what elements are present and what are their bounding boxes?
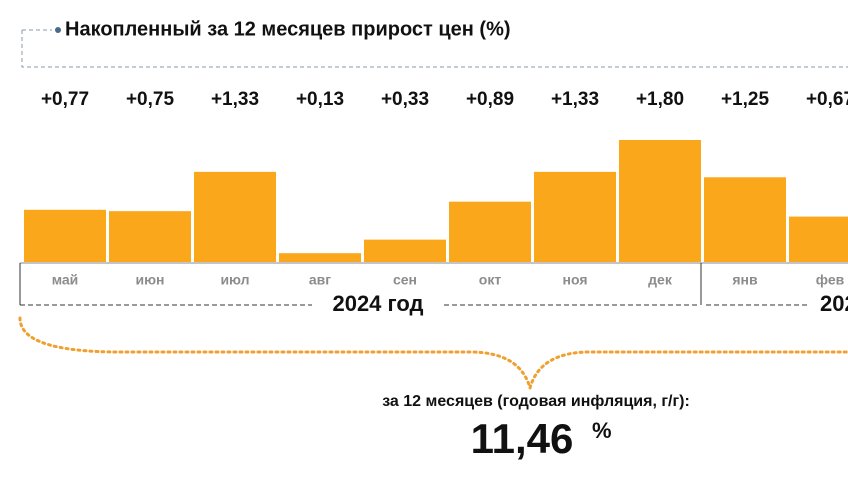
x-tick-label: окт xyxy=(479,272,502,288)
bar xyxy=(619,140,701,262)
summary-label: за 12 месяцев (годовая инфляция, г/г): xyxy=(382,393,690,410)
value-label: +1,33 xyxy=(211,89,259,110)
bar xyxy=(109,211,191,262)
x-tick-label: янв xyxy=(732,272,758,288)
value-label: +0,33 xyxy=(381,89,429,110)
bar xyxy=(789,216,848,262)
title-bracket xyxy=(21,30,848,68)
value-label: +1,80 xyxy=(636,89,684,110)
value-label: +0,89 xyxy=(466,89,514,110)
summary-value: 11,46 xyxy=(471,415,574,462)
bar xyxy=(534,171,616,262)
x-tick-label: сен xyxy=(393,272,417,288)
value-label: +1,25 xyxy=(721,89,770,110)
value-label: +0,77 xyxy=(41,89,89,110)
bar xyxy=(279,253,361,262)
x-tick-label: май xyxy=(52,272,79,288)
x-tick-label: ноя xyxy=(563,272,588,288)
x-tick-label: авг xyxy=(309,272,331,288)
value-label: +1,33 xyxy=(551,89,599,110)
summary-unit: % xyxy=(592,418,612,443)
title-dot xyxy=(55,27,61,33)
bar xyxy=(704,177,786,262)
chart-title: Накопленный за 12 месяцев прирост цен (%… xyxy=(65,18,511,40)
brace xyxy=(18,316,848,394)
bar xyxy=(449,201,531,262)
value-label: +0,13 xyxy=(296,89,344,110)
x-tick-label: июн xyxy=(135,272,164,288)
x-tick-label: дек xyxy=(648,272,673,288)
value-label: +0,67 xyxy=(806,89,848,110)
x-tick-label: фев xyxy=(816,272,845,288)
group-label: 2025 год xyxy=(820,291,848,316)
bar xyxy=(194,171,276,262)
bar xyxy=(364,239,446,262)
bar xyxy=(24,209,106,262)
x-tick-label: июл xyxy=(220,272,249,288)
value-label: +0,75 xyxy=(126,89,175,110)
group-label: 2024 год xyxy=(332,291,423,316)
